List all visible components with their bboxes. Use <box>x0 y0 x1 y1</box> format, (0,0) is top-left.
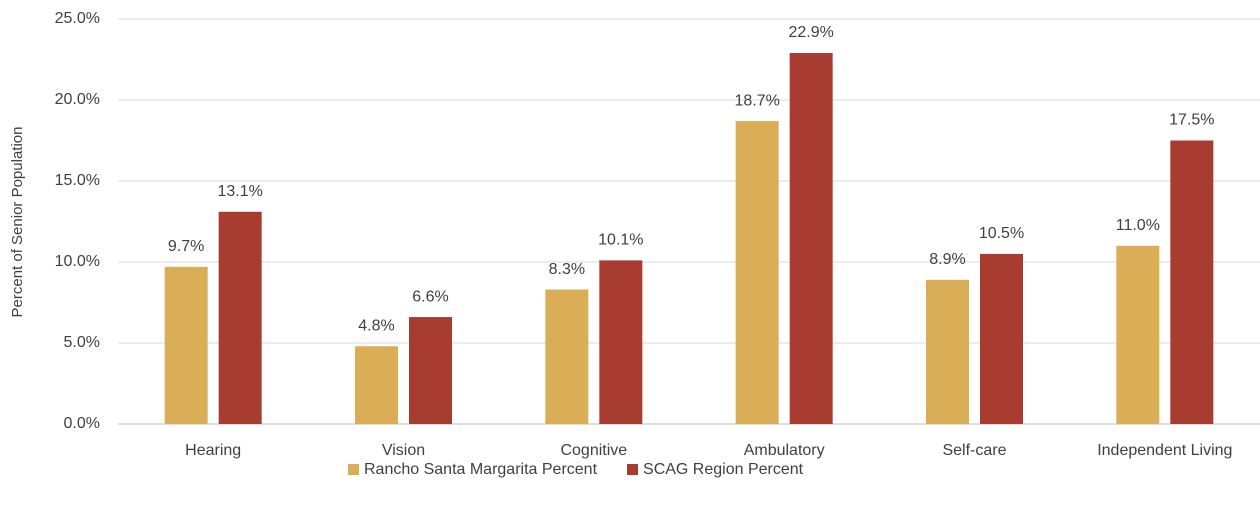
x-tick-label: Ambulatory <box>744 442 825 459</box>
data-label: 8.3% <box>549 261 585 278</box>
bar <box>789 53 833 425</box>
x-tick-label: Cognitive <box>560 442 627 459</box>
y-tick-label: 10.0% <box>55 253 100 270</box>
y-tick-label: 5.0% <box>64 334 100 351</box>
data-label: 9.7% <box>168 238 204 255</box>
y-tick-label: 15.0% <box>55 172 100 189</box>
y-axis-label: Percent of Senior Population <box>9 127 26 318</box>
bar <box>1116 245 1160 424</box>
data-label: 8.9% <box>929 251 965 268</box>
data-label: 4.8% <box>358 317 394 334</box>
bar <box>599 260 643 424</box>
bar <box>164 266 208 424</box>
bar <box>980 253 1023 424</box>
x-tick-label: Self-care <box>942 442 1006 459</box>
legend-swatch <box>348 464 359 475</box>
data-label: 6.6% <box>412 288 448 305</box>
bar <box>735 121 779 424</box>
data-label: 18.7% <box>734 92 779 109</box>
bar <box>409 317 452 424</box>
data-label: 11.0% <box>1116 217 1160 234</box>
bar <box>1170 140 1214 424</box>
bar <box>545 289 589 424</box>
data-label: 10.1% <box>598 232 643 249</box>
bar <box>218 211 262 424</box>
data-label: 13.1% <box>217 183 262 200</box>
y-tick-label: 25.0% <box>55 10 100 27</box>
legend-label: SCAG Region Percent <box>643 461 804 478</box>
legend-label: Rancho Santa Margarita Percent <box>364 461 598 478</box>
x-tick-label: Independent Living <box>1097 442 1232 459</box>
x-tick-label: Vision <box>382 442 425 459</box>
bar <box>355 346 398 424</box>
data-label: 10.5% <box>979 225 1024 242</box>
bar <box>926 279 969 424</box>
y-tick-label: 20.0% <box>55 91 100 108</box>
legend-swatch <box>627 464 639 475</box>
x-tick-label: Hearing <box>185 442 241 459</box>
data-label: 17.5% <box>1169 112 1214 129</box>
data-label: 22.9% <box>788 24 833 41</box>
y-tick-label: 0.0% <box>64 415 100 432</box>
